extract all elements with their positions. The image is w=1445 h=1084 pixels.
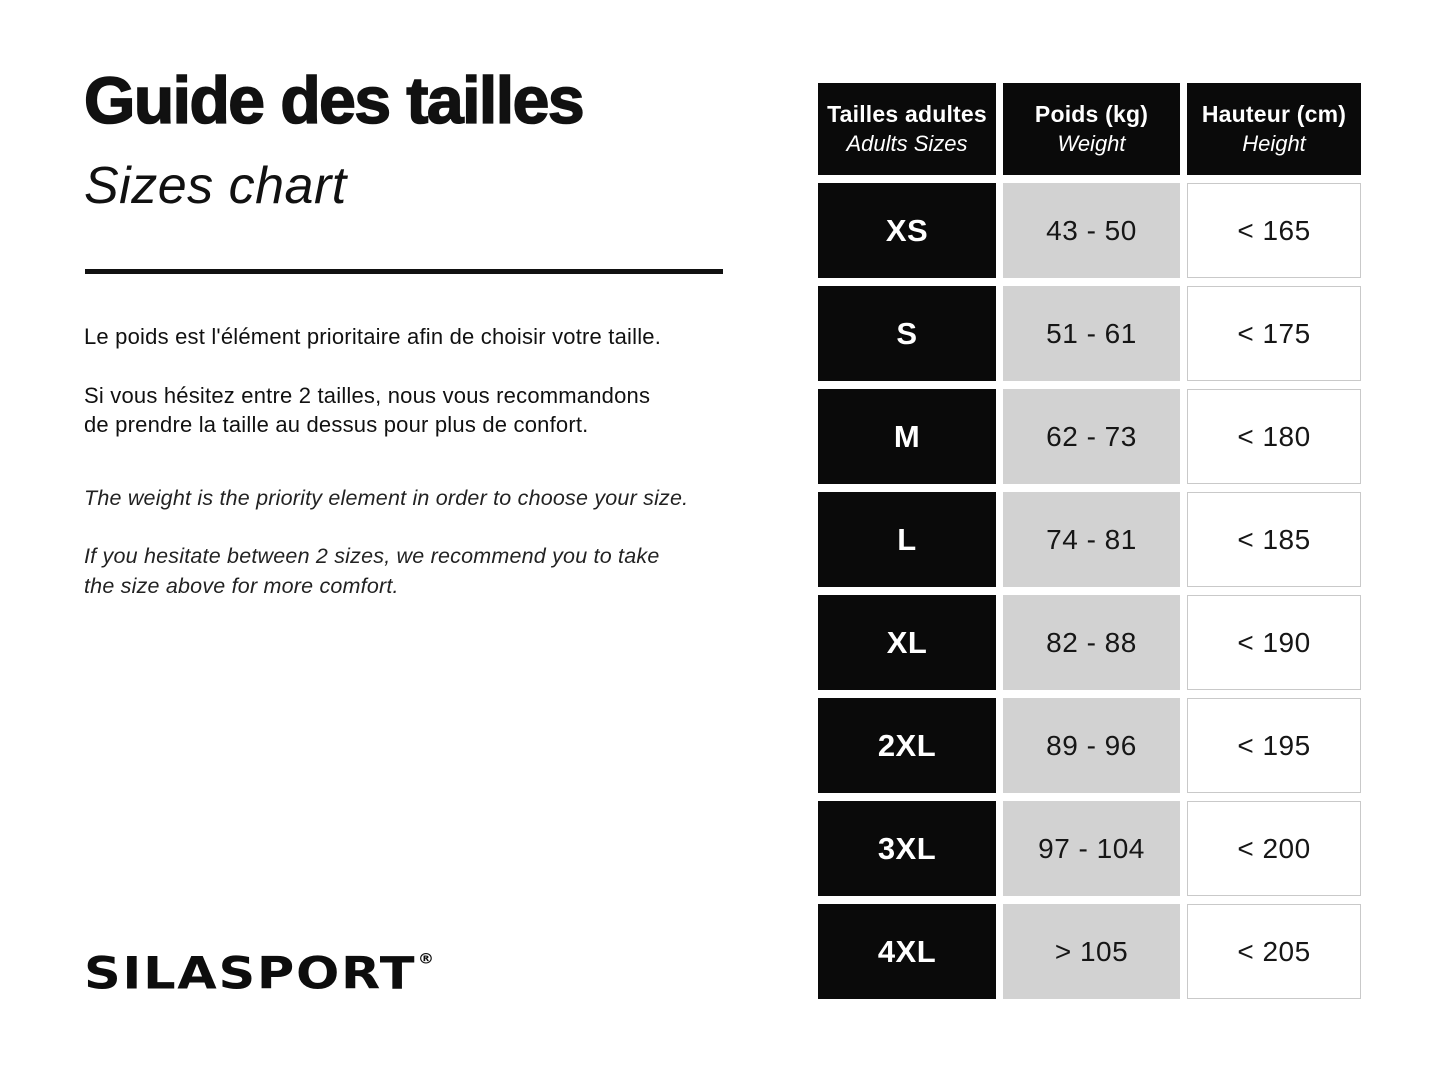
size-cell: L — [818, 492, 996, 587]
page-title: Guide des tailles — [83, 62, 585, 138]
registered-trademark-symbol: ® — [417, 950, 435, 968]
height-cell: < 205 — [1187, 904, 1361, 999]
weight-cell: 51 - 61 — [1003, 286, 1180, 381]
weight-cell: 97 - 104 — [1003, 801, 1180, 896]
paragraph-french-advice-line1: Si vous hésitez entre 2 tailles, nous vo… — [84, 383, 651, 408]
weight-cell: > 105 — [1003, 904, 1180, 999]
size-cell: XL — [818, 595, 996, 690]
header-weight-fr: Poids (kg) — [1034, 101, 1149, 127]
header-cell-weight: Poids (kg) Weight — [1003, 83, 1180, 175]
paragraph-french-advice-line2: de prendre la taille au dessus pour plus… — [84, 412, 589, 437]
silasport-logo: SILASPORT® — [84, 948, 434, 1000]
size-cell: 2XL — [818, 698, 996, 793]
height-cell: < 185 — [1187, 492, 1361, 587]
size-cell: 3XL — [818, 801, 996, 896]
height-cell: < 190 — [1187, 595, 1361, 690]
height-cell: < 200 — [1187, 801, 1361, 896]
size-table: Tailles adultes Adults Sizes Poids (kg) … — [818, 83, 1361, 999]
weight-cell: 89 - 96 — [1003, 698, 1180, 793]
header-height-fr: Hauteur (cm) — [1201, 101, 1347, 127]
header-height-en: Height — [1242, 131, 1306, 156]
size-cell: 4XL — [818, 904, 996, 999]
paragraph-french-intro: Le poids est l'élément prioritaire afin … — [84, 324, 662, 349]
height-cell: < 165 — [1187, 183, 1361, 278]
header-sizes-fr: Tailles adultes — [827, 101, 987, 127]
paragraph-french-advice: Si vous hésitez entre 2 tailles, nous vo… — [84, 381, 764, 439]
header-cell-height: Hauteur (cm) Height — [1187, 83, 1361, 175]
weight-cell: 43 - 50 — [1003, 183, 1180, 278]
title-divider-rule — [85, 269, 723, 274]
header-cell-sizes: Tailles adultes Adults Sizes — [818, 83, 996, 175]
size-cell: S — [818, 286, 996, 381]
height-cell: < 195 — [1187, 698, 1361, 793]
weight-cell: 82 - 88 — [1003, 595, 1180, 690]
size-cell: XS — [818, 183, 996, 278]
paragraph-english-advice-line1: If you hesitate between 2 sizes, we reco… — [84, 544, 660, 568]
weight-cell: 74 - 81 — [1003, 492, 1180, 587]
paragraph-english-advice-line2: the size above for more comfort. — [84, 574, 399, 598]
weight-cell: 62 - 73 — [1003, 389, 1180, 484]
height-cell: < 175 — [1187, 286, 1361, 381]
page-subtitle: Sizes chart — [84, 157, 347, 215]
header-sizes-en: Adults Sizes — [846, 131, 968, 156]
paragraph-english-intro: The weight is the priority element in or… — [84, 486, 689, 510]
header-weight-en: Weight — [1057, 131, 1126, 156]
paragraph-english-advice: If you hesitate between 2 sizes, we reco… — [84, 541, 764, 601]
size-cell: M — [818, 389, 996, 484]
silasport-logo-wordmark: SILASPORT — [84, 948, 417, 1000]
height-cell: < 180 — [1187, 389, 1361, 484]
